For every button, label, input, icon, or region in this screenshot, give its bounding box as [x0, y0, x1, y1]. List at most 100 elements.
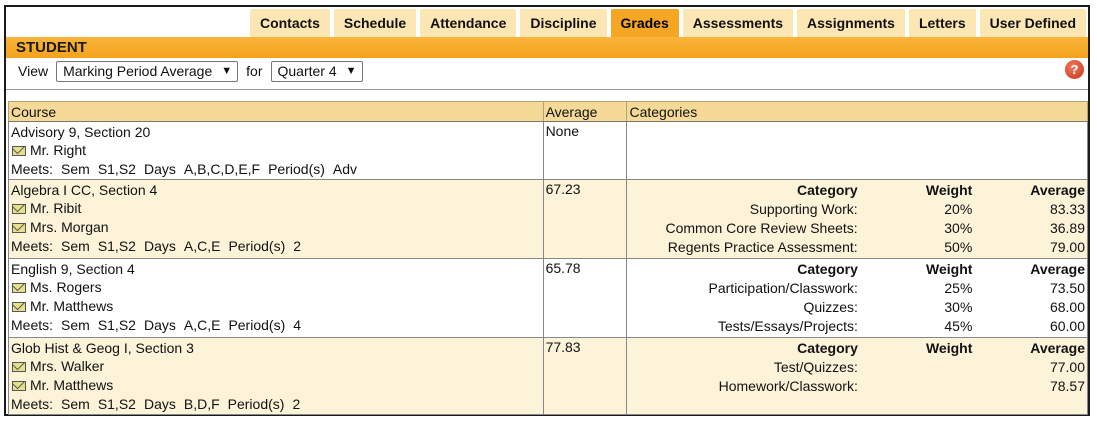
category-average: 36.89: [1049, 220, 1085, 236]
average-value: 65.78: [545, 260, 581, 276]
teacher-name[interactable]: Mr. Matthews: [30, 298, 114, 314]
meets-days: A,C,E: [183, 317, 221, 333]
teacher-name[interactable]: Ms. Rogers: [30, 279, 102, 295]
teacher-line: Mr. Ribit: [11, 199, 541, 218]
grades-table: Course Average Categories Advisory 9, Se…: [8, 101, 1088, 415]
view-label: View: [18, 63, 49, 79]
meets-days: A,C,E: [183, 238, 221, 254]
category-average: 60.00: [1049, 318, 1085, 334]
category-name: Common Core Review Sheets:: [665, 220, 858, 236]
average-cell: 77.83: [542, 337, 628, 415]
tab-contacts[interactable]: Contacts: [249, 9, 330, 37]
category-header: Category: [796, 182, 858, 198]
view-select-value: Marking Period Average: [63, 63, 213, 79]
meets-period: Adv: [332, 161, 358, 177]
section-title: STUDENT: [16, 39, 87, 56]
course-cell: Algebra I CC, Section 4 Mr. Ribit Mrs. Mor…: [8, 179, 544, 259]
meets-days: B,D,F: [183, 396, 220, 412]
category-header: Weight: [925, 340, 973, 356]
category-average: 83.33: [1049, 201, 1085, 217]
meets-sem: S1,S2: [97, 396, 136, 412]
category-row: Participation/Classwork: 25% 73.50: [629, 279, 1085, 298]
category-header: Weight: [926, 261, 973, 277]
tab-grades[interactable]: Grades: [610, 9, 679, 37]
category-weight: 20%: [944, 201, 973, 217]
mail-icon[interactable]: [12, 282, 26, 293]
meets-sem-label: Sem: [61, 317, 90, 333]
teacher-line: Ms. Rogers: [11, 278, 541, 297]
tab-assignments[interactable]: Assignments: [797, 9, 905, 37]
category-header: Average: [1030, 340, 1085, 356]
average-value: None: [545, 123, 580, 139]
meets-info: Meets: Sem S1,S2 Days A,C,E Period(s) 4: [11, 316, 541, 334]
teacher-name[interactable]: Mr. Right: [30, 142, 87, 158]
category-name: Regents Practice Assessment:: [667, 239, 858, 255]
course-name: Algebra I CC, Section 4: [11, 182, 158, 198]
category-row: Supporting Work: 20% 83.33: [629, 200, 1085, 219]
course-cell: Glob Hist & Geog I, Section 3 Mrs. Walker…: [8, 337, 544, 415]
tab-attendance[interactable]: Attendance: [420, 9, 517, 37]
tab-letters[interactable]: Letters: [908, 9, 976, 37]
category-average: 79.00: [1049, 239, 1085, 255]
category-header: Weight: [925, 182, 973, 198]
mail-icon[interactable]: [12, 380, 26, 391]
tab-discipline[interactable]: Discipline: [520, 9, 607, 37]
tab-assessments[interactable]: Assessments: [682, 9, 794, 37]
average-value: 77.83: [545, 339, 581, 355]
mail-icon[interactable]: [12, 361, 26, 372]
meets-sem: S1,S2: [97, 161, 136, 177]
category-name: Tests/Essays/Projects:: [717, 318, 858, 334]
teacher-name[interactable]: Mr. Matthews: [30, 377, 114, 393]
mail-icon[interactable]: [12, 203, 26, 214]
category-header-row: Category Weight Average: [629, 181, 1085, 200]
tab-schedule[interactable]: Schedule: [333, 9, 417, 37]
mail-icon[interactable]: [12, 145, 26, 156]
teacher-line: Mr. Matthews: [11, 297, 541, 316]
categories-cell: Category Weight Average Test/Quizzes: 77.00 H…: [626, 337, 1088, 415]
category-row: Quizzes: 30% 68.00: [629, 298, 1085, 317]
category-table: Category Weight Average Supporting Work: 20%…: [629, 181, 1085, 257]
meets-days-label: Days: [143, 396, 176, 412]
teacher-name[interactable]: Mr. Ribit: [30, 200, 82, 216]
view-select[interactable]: Marking Period Average ▼: [56, 60, 239, 82]
meets-period: 4: [293, 317, 302, 333]
category-average: 73.50: [1049, 280, 1085, 296]
dropdown-arrow-icon: ▼: [345, 65, 357, 77]
meets-period-label: Period(s): [228, 317, 286, 333]
average-cell: 65.78: [542, 258, 628, 338]
teacher-name[interactable]: Mrs. Walker: [30, 358, 105, 374]
mail-icon[interactable]: [12, 222, 26, 233]
category-table: Category Weight Average Participation/Class…: [629, 260, 1085, 336]
category-name: Supporting Work:: [749, 201, 858, 217]
meets-label: Meets:: [11, 238, 54, 254]
meets-days-label: Days: [143, 238, 176, 254]
column-header-categories: Categories: [626, 101, 1088, 122]
teacher-name[interactable]: Mrs. Morgan: [30, 219, 109, 235]
tab-user-defined[interactable]: User Defined: [979, 9, 1086, 37]
teacher-line: Mr. Matthews: [11, 376, 541, 395]
course-cell: Advisory 9, Section 20 Mr. Right Meets: Sem…: [8, 121, 544, 180]
course-name: Advisory 9, Section 20: [11, 124, 151, 140]
help-icon[interactable]: ?: [1065, 60, 1084, 79]
category-average: 77.00: [1049, 359, 1085, 375]
meets-info: Meets: Sem S1,S2 Days B,D,F Period(s) 2: [11, 395, 541, 413]
meets-label: Meets:: [11, 317, 54, 333]
category-row: Test/Quizzes: 77.00: [629, 358, 1085, 377]
categories-cell: Category Weight Average Participation/Class…: [626, 258, 1088, 338]
category-header-row: Category Weight Average: [629, 260, 1085, 279]
category-weight: 50%: [944, 239, 973, 255]
table-row: English 9, Section 4 Ms. Rogers Mr. Matthe…: [8, 258, 1088, 338]
category-header-row: Category Weight Average: [629, 339, 1085, 358]
table-header-row: Course Average Categories: [8, 101, 1088, 122]
mail-icon[interactable]: [12, 301, 26, 312]
categories-cell: Category Weight Average Supporting Work: 20%…: [626, 179, 1088, 259]
category-name: Quizzes:: [803, 299, 858, 315]
period-select-value: Quarter 4: [277, 63, 337, 79]
meets-label: Meets:: [11, 161, 54, 177]
meets-period-label: Period(s): [268, 161, 325, 177]
divider: [6, 89, 1088, 90]
period-select[interactable]: Quarter 4 ▼: [270, 60, 363, 82]
section-header: STUDENT: [6, 37, 1088, 58]
meets-info: Meets: Sem S1,S2 Days A,C,E Period(s) 2: [11, 237, 541, 255]
category-weight: [858, 377, 973, 396]
